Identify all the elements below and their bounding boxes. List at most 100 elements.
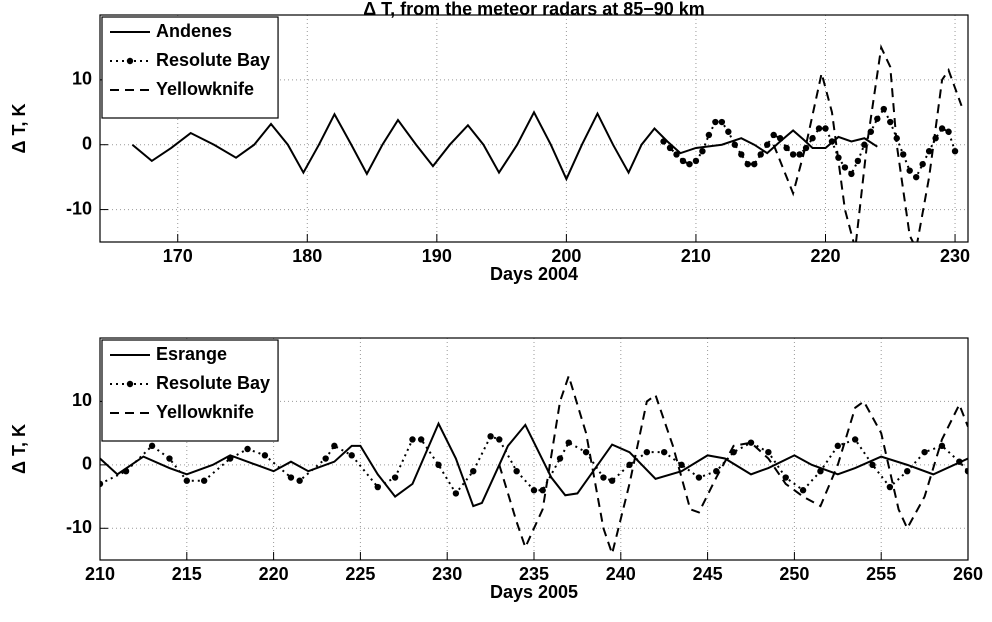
- x-tick-label: 230: [432, 564, 462, 584]
- data-point: [900, 151, 907, 158]
- data-point: [880, 105, 887, 113]
- legend: Andenes Resolute Bay Yellowknife: [101, 16, 279, 119]
- data-point: [409, 436, 416, 443]
- data-point: [530, 487, 538, 494]
- y-axis-label: Δ T, K: [9, 424, 29, 474]
- data-layer: [100, 372, 968, 558]
- data-point: [183, 477, 190, 484]
- data-point: [747, 439, 755, 446]
- data-point: [227, 455, 234, 462]
- legend-box: [101, 339, 279, 442]
- data-point: [470, 468, 477, 475]
- data-point: [789, 151, 797, 158]
- data-point: [763, 141, 771, 148]
- data-point: [692, 157, 700, 165]
- x-tick-label: 255: [866, 564, 896, 584]
- data-point: [600, 474, 607, 481]
- data-point: [770, 131, 777, 139]
- data-point: [661, 448, 668, 456]
- x-tick-label: 250: [779, 564, 809, 584]
- data-point: [673, 151, 680, 158]
- x-axis-label: Days 2004: [490, 264, 578, 284]
- data-point: [828, 138, 836, 145]
- data-point: [699, 148, 706, 155]
- data-point: [731, 141, 739, 148]
- data-point: [435, 461, 442, 469]
- data-point: [869, 461, 876, 469]
- data-point: [887, 118, 894, 126]
- legend-label: Resolute Bay: [156, 373, 270, 393]
- data-point: [712, 118, 719, 126]
- data-point: [783, 144, 790, 152]
- x-tick-label: 200: [551, 246, 581, 266]
- legend-label: Resolute Bay: [156, 50, 270, 70]
- data-point: [765, 448, 772, 456]
- data-point: [874, 115, 881, 122]
- data-point: [660, 138, 667, 145]
- x-tick-label: 260: [953, 564, 983, 584]
- data-point: [296, 477, 303, 484]
- data-point: [643, 448, 651, 456]
- data-point: [782, 474, 789, 481]
- data-point: [945, 128, 952, 135]
- data-line: [772, 43, 963, 242]
- data-point: [964, 468, 968, 475]
- x-tick-label: 210: [85, 564, 115, 584]
- data-point: [487, 433, 494, 440]
- x-tick-label: 235: [519, 564, 549, 584]
- data-line: [100, 421, 968, 508]
- data-line: [498, 372, 968, 558]
- data-point: [200, 477, 208, 484]
- data-point: [391, 474, 399, 481]
- axes-frame: [99, 337, 969, 561]
- data-point: [834, 442, 841, 450]
- y-tick-label: 0: [82, 454, 92, 474]
- data-point: [951, 148, 959, 155]
- x-tick-label: 180: [292, 246, 322, 266]
- y-tick-label: -10: [66, 198, 92, 218]
- data-point: [938, 125, 946, 132]
- data-point: [815, 125, 823, 132]
- data-point: [904, 468, 911, 475]
- data-point: [886, 483, 894, 491]
- data-point: [705, 131, 713, 139]
- x-tick-label: 240: [606, 564, 636, 584]
- data-point: [817, 468, 824, 475]
- legend-box: [101, 16, 279, 119]
- data-point: [822, 125, 829, 132]
- x-axis-label: Days 2005: [490, 582, 578, 602]
- data-point: [582, 448, 590, 456]
- data-point: [122, 468, 130, 475]
- x-tick-label: 225: [345, 564, 375, 584]
- x-tick-label: 245: [693, 564, 723, 584]
- data-point: [374, 483, 381, 491]
- data-point: [100, 480, 104, 488]
- data-point: [331, 442, 338, 450]
- y-tick-label: 0: [82, 133, 92, 153]
- data-point: [166, 455, 173, 462]
- legend-label: Esrange: [156, 344, 227, 364]
- data-point: [921, 448, 928, 456]
- legend-label: Yellowknife: [156, 402, 254, 422]
- chart-title: Δ T, from the meteor radars at 85−90 km: [363, 0, 705, 19]
- data-point: [287, 474, 295, 481]
- legend-label: Andenes: [156, 21, 232, 41]
- data-point: [496, 436, 503, 443]
- data-point: [718, 118, 726, 126]
- legend: Esrange Resolute Bay Yellowknife: [101, 339, 279, 442]
- data-point: [809, 135, 816, 142]
- data-point: [906, 167, 913, 174]
- x-tick-label: 220: [259, 564, 289, 584]
- data-point: [417, 436, 425, 443]
- axes-frame: [99, 14, 969, 243]
- data-point: [678, 461, 685, 469]
- data-point: [776, 135, 784, 142]
- data-point: [244, 445, 251, 453]
- data-point: [261, 452, 269, 459]
- x-tick-label: 190: [422, 246, 452, 266]
- axes: 210 215 220 225 230 235 240 245 250 255 260 -10 0 10 D…: [9, 337, 983, 602]
- data-point: [725, 128, 732, 135]
- data-point: [851, 436, 859, 443]
- legend-label: Yellowknife: [156, 79, 254, 99]
